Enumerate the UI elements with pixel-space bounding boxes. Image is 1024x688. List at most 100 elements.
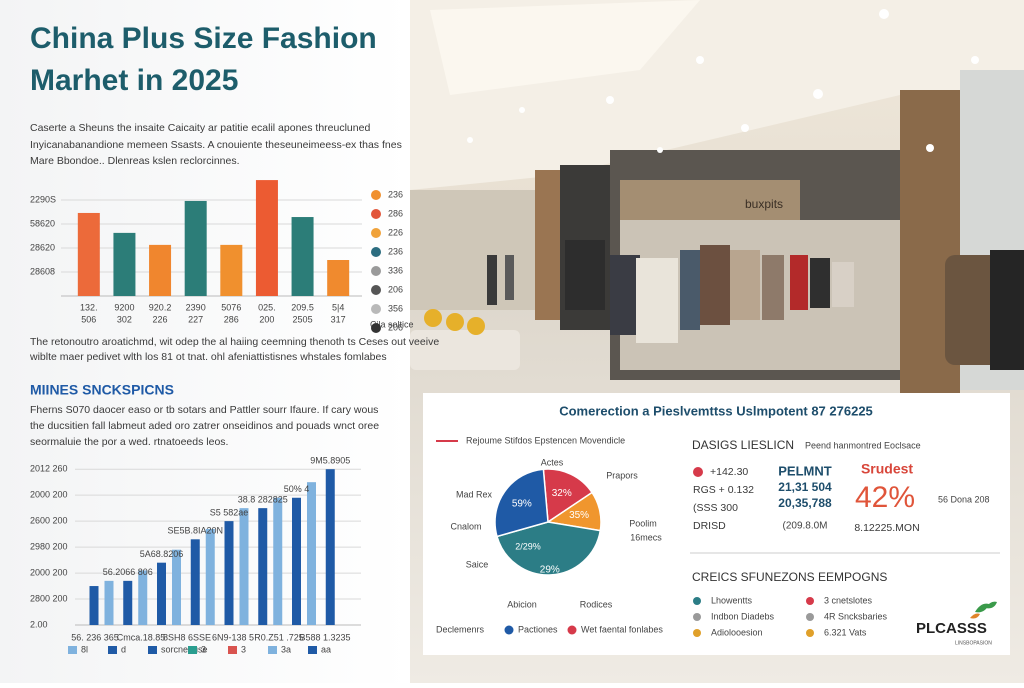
legend-dot [371,247,381,257]
annotation: 38.8 282825 [238,495,288,505]
x-tick-sublabel: 200 [259,314,274,324]
bar [258,508,268,625]
legend-label: 8l [81,644,88,654]
stat-text: RGS + 0.132 [693,484,754,496]
annotation: S5 582ae [210,508,249,518]
list-item: Indbon Diadebs [711,611,775,621]
slice-label: 32% [552,488,572,499]
legend-swatch [108,646,117,654]
bar [292,497,301,625]
store-sign: buxpits [745,197,783,211]
x-tick-label: 5|4 [332,302,344,312]
bar [123,580,133,625]
legend-label: 3a [281,644,291,654]
pie-callout: Actes [541,457,564,467]
legend-label: Wet faental fonlabes [581,624,663,634]
title: China Plus Size Fashion [30,22,377,55]
x-tick-label: 132. [80,302,98,312]
y-tick-label: 2290S [30,194,56,204]
x-tick-label: 9200 [114,302,134,312]
bar [224,521,234,625]
x-tick-label: 8SH8 6SSE [163,632,211,642]
stat-title: Srudest [861,461,913,477]
legend-label: Declemenrs [436,624,485,634]
annotation: 9M5.8905 [310,456,350,466]
section-heading: MIINES SNCKSPICNS [30,382,174,398]
annotation: 50% 4 [284,484,310,494]
bar [273,497,283,625]
stat-side: 56 Dona 208 [938,494,990,504]
pie-callout: Poolim [629,518,657,528]
y-tick-label: 2000 200 [30,490,68,500]
logo: PLCASSS [916,620,987,637]
legend-dot [504,625,514,635]
x-tick-sublabel: 226 [153,314,168,324]
stat-text: 20,35,788 [778,496,832,510]
legend-dot [371,190,381,200]
list-item: Adiolooesion [711,627,763,637]
chart-note: Cila soltice [370,319,414,329]
legend-label: Pactiones [518,624,558,634]
y-tick-label: 2980 200 [30,541,68,551]
legend-swatch [68,646,77,654]
pie-callout: Abicion [507,599,537,609]
legend-label: 3 [241,644,246,654]
legend-label: 226 [388,227,403,237]
legend-label: 236 [388,246,403,256]
x-tick-label: 2390 [186,302,206,312]
legend-label: 336 [388,265,403,275]
section-line: the ducsitien fall labmeut aded oro zatr… [30,420,379,432]
list-item: 4R Sncksbaries [824,611,888,621]
legend-label: 3 [201,644,206,654]
pie-slice [542,468,594,524]
list-dot [806,613,814,621]
stats-sub: Peend hanmontred Eoclsace [805,440,921,450]
slice-label: 59% [512,499,532,510]
legend-dot [371,323,381,333]
bar [104,580,114,625]
legend-dot [371,209,381,219]
section-line: seormaluie the por a wed. rtnatoeeds leo… [30,436,228,448]
stat-text: (209.8.0M [782,521,827,532]
list-item: Lhowentts [711,595,753,605]
slice-label: 35% [569,510,589,521]
legend-label: 356 [388,303,403,313]
intro-line: Caserte a Sheuns the insaite Caicaity ar… [30,122,370,134]
bar [172,549,181,625]
stat-text: DRISD [693,520,726,532]
x-tick-label: 025. [258,302,276,312]
x-tick-sublabel: 286 [224,314,239,324]
legend-dot [371,228,381,238]
legend-label: 236 [388,189,403,199]
legend-dot [371,266,381,276]
x-tick-label: B588 1.3235 [299,632,350,642]
stat-dot [693,467,703,477]
x-tick-label: Cmca.18.85 [117,632,166,642]
x-tick-sublabel: 2505 [293,314,313,324]
y-tick-label: 28620 [30,242,55,252]
pie-callout: Prapors [606,470,638,480]
pie-legend-title: Rejoume Stifdos Epstencen Movendicle [466,435,625,445]
x-tick-sublabel: 317 [331,314,346,324]
bar [327,260,350,296]
title: Marhet in 2025 [30,64,238,97]
legend-label: 206 [388,284,403,294]
list-item: 6.321 Vats [824,627,867,637]
caption-line: wiblte maer pedivet wlth los 81 ot tnat.… [29,351,387,363]
bar [89,586,99,625]
x-tick-label: 6N9-138 5 [212,632,254,642]
pie-callout: 16mecs [630,532,662,542]
x-tick-label: 56. 236 365 [71,632,119,642]
caption-line: The retonoutro aroatichmd, wit odep the … [30,336,439,348]
legend-swatch [188,646,197,654]
bar [205,528,215,625]
pie-slice [496,521,602,576]
y-tick-label: 2800 200 [30,593,68,603]
x-tick-sublabel: 506 [81,314,96,324]
x-tick-sublabel: 227 [188,314,203,324]
x-tick-label: 209.5 [291,302,314,312]
stat-big: 42% [855,481,915,514]
x-tick-label: 5076 [221,302,241,312]
annotation: SE5B.8IA20N [167,526,223,536]
